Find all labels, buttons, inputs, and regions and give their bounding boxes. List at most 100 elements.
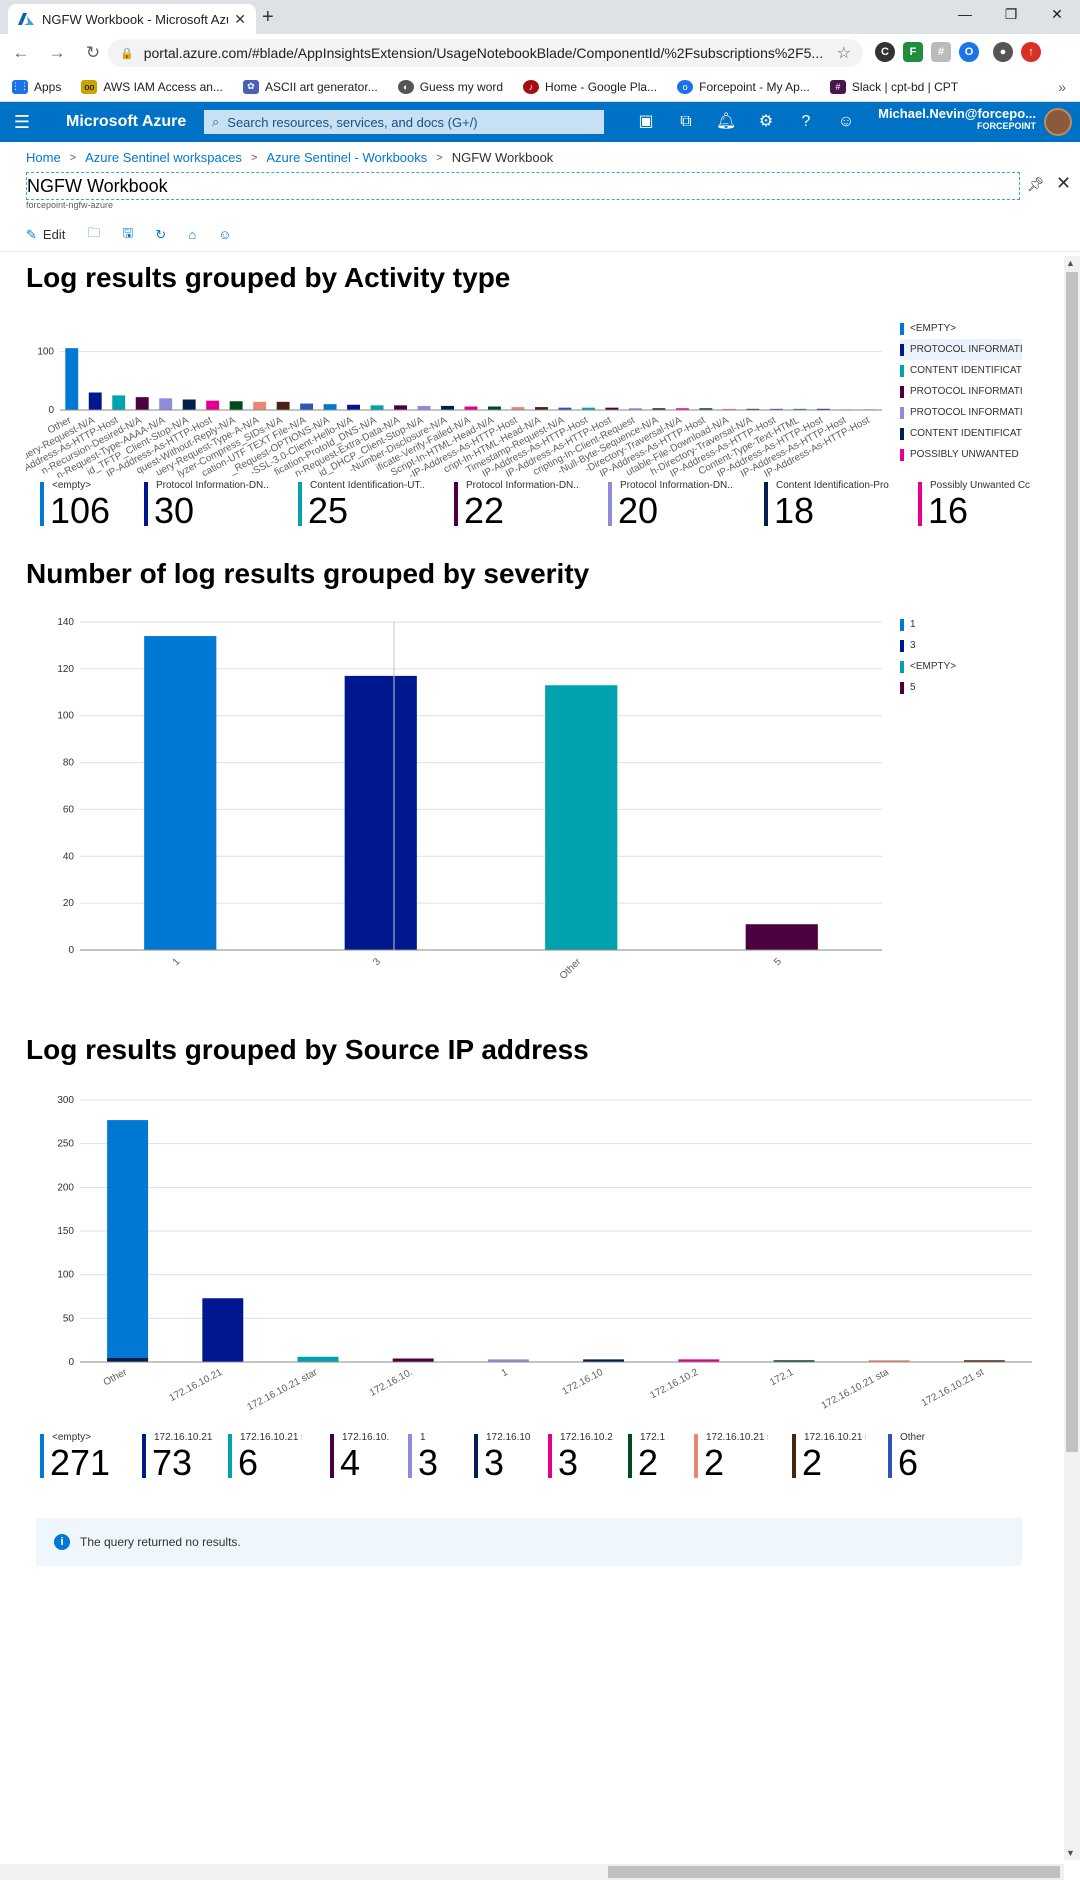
chart-bar[interactable] [370, 405, 384, 410]
scroll-down-arrow-icon[interactable]: ▼ [1066, 1848, 1075, 1858]
chart-bar[interactable] [746, 408, 760, 410]
chart-bar[interactable] [135, 397, 149, 410]
chart-bar[interactable] [65, 348, 79, 410]
extension-puzzle-icon[interactable]: # [931, 42, 951, 62]
chart-bar[interactable] [793, 408, 807, 410]
forward-icon[interactable]: → [48, 43, 66, 62]
stat-tile[interactable]: 172.16.10.2 3 [548, 1432, 624, 1488]
chart-bar[interactable] [963, 1360, 1005, 1362]
legend-item[interactable]: <EMPTY> [900, 656, 1022, 677]
extension-sheet-icon[interactable]: F [903, 42, 923, 62]
legend-item[interactable]: POSSIBLY UNWANTED ... [900, 444, 1022, 465]
chart-bar[interactable] [182, 399, 196, 411]
bookmark-apps[interactable]: ⋮⋮ Apps [11, 79, 62, 94]
chart-bar[interactable] [206, 400, 220, 410]
chart-bar[interactable] [276, 401, 290, 410]
chart-bar[interactable] [441, 405, 454, 410]
stat-tile[interactable]: Content Identification-Pro... 18 [764, 480, 892, 536]
chart-bar[interactable] [144, 636, 217, 950]
directory-filter-icon[interactable]: ⧉ [680, 113, 692, 130]
hamburger-menu-icon[interactable]: ☰ [13, 111, 31, 132]
chart-bar[interactable] [394, 405, 408, 410]
notifications-bell-icon[interactable]: 🔔︎ [715, 113, 737, 130]
chart-bar[interactable] [300, 403, 314, 410]
legend-item[interactable]: PROTOCOL INFORMATI... [900, 402, 1022, 423]
breadcrumb-home[interactable]: Home [26, 150, 61, 165]
chart-bar[interactable] [678, 1359, 720, 1362]
chart-bar[interactable] [112, 395, 126, 410]
bookmark-forcepoint[interactable]: o Forcepoint - My Ap... [677, 79, 810, 94]
legend-item[interactable]: 3 [900, 635, 1022, 656]
stat-tile[interactable]: 172.1 2 [628, 1432, 704, 1488]
chart-bar[interactable] [722, 408, 736, 410]
chart-bar[interactable] [534, 407, 548, 410]
chart-bar-segment[interactable] [107, 1358, 149, 1362]
chart-bar[interactable] [323, 404, 337, 410]
chart-bar[interactable] [745, 924, 818, 950]
tab-close-icon[interactable]: ✕ [234, 10, 246, 27]
chart-bar[interactable] [488, 406, 501, 411]
bookmark-ascii-art[interactable]: ✿ ASCII art generator... [242, 79, 378, 94]
help-icon[interactable]: ? [801, 113, 811, 130]
global-search-input[interactable]: ⌕ Search resources, services, and docs (… [204, 110, 604, 134]
breadcrumb-sentinel-workspaces[interactable]: Azure Sentinel workspaces [85, 150, 242, 165]
stat-tile[interactable]: 172.16.10.21 st2 [792, 1432, 868, 1488]
feedback-icon[interactable]: ☺ [218, 227, 232, 242]
legend-item[interactable]: 5 [900, 677, 1022, 698]
edit-button[interactable]: ✎ Edit [26, 227, 65, 243]
stat-tile[interactable]: 172.16.10.21 star6 [228, 1432, 304, 1488]
stat-tile[interactable]: 172.16.10.21 73 [142, 1432, 218, 1488]
stat-tile[interactable]: Protocol Information-DN... 30 [144, 480, 272, 536]
chart-bar[interactable] [229, 401, 243, 410]
chart-bar[interactable] [202, 1298, 244, 1362]
chart-bar[interactable] [699, 408, 713, 410]
stat-tile[interactable]: 172.16.10.21 sta2 [694, 1432, 770, 1488]
chart-bar[interactable] [487, 1359, 529, 1362]
chart-bar[interactable] [581, 407, 595, 410]
chart-bar[interactable] [464, 406, 478, 411]
vertical-scroll-thumb[interactable] [1066, 272, 1078, 1452]
stat-tile[interactable]: Possibly Unwanted Cc 16 [918, 480, 1046, 536]
chart-bar[interactable] [868, 1360, 910, 1362]
bookmark-slack[interactable]: # Slack | cpt-bd | CPT [829, 79, 958, 94]
chart-bar[interactable] [511, 407, 525, 410]
legend-item[interactable]: CONTENT IDENTIFICATI... [900, 360, 1022, 381]
chart-bar[interactable] [773, 1360, 815, 1362]
reload-icon[interactable]: ↻ [85, 43, 101, 62]
stat-tile[interactable]: <empty> 106 [40, 480, 168, 536]
update-icon[interactable]: ↑ [1021, 42, 1041, 62]
stat-tile[interactable]: Protocol Information-DN... 22 [454, 480, 582, 536]
window-close-icon[interactable]: ✕ [1051, 6, 1063, 22]
legend-item[interactable]: 1 [900, 614, 1022, 635]
restore-icon[interactable]: ❐ [1004, 6, 1018, 22]
stat-tile[interactable]: 172.16.10. 4 [330, 1432, 406, 1488]
chart-bar[interactable] [253, 401, 267, 410]
chart-bar[interactable] [88, 392, 102, 411]
profile-icon[interactable]: ● [993, 42, 1013, 62]
breadcrumb-sentinel-workbooks[interactable]: Azure Sentinel - Workbooks [266, 150, 428, 165]
chart-bar[interactable] [545, 685, 618, 950]
chart-bar[interactable] [344, 675, 417, 950]
chart-bar[interactable] [417, 405, 431, 410]
stat-tile[interactable]: <empty> 271 [40, 1432, 116, 1488]
pin-icon[interactable]: 📌︎ [1027, 176, 1045, 192]
chart-bar[interactable] [628, 408, 642, 410]
legend-item[interactable]: CONTENT IDENTIFICATI... [900, 423, 1022, 444]
bookmark-star-icon[interactable]: ☆ [836, 45, 851, 62]
chart-bar[interactable] [675, 408, 689, 410]
settings-gear-icon[interactable]: ⚙ [758, 113, 774, 130]
feedback-smiley-icon[interactable]: ☺ [837, 113, 855, 130]
stat-tile[interactable]: Protocol Information-DN... 20 [608, 480, 736, 536]
chart-bar[interactable] [583, 1359, 625, 1362]
close-blade-icon[interactable]: ✕ [1056, 173, 1072, 193]
extension-circle-icon[interactable]: O [959, 42, 979, 62]
cloud-shell-icon[interactable]: ▣ [638, 113, 654, 130]
stat-tile[interactable]: Content Identification-UT... 25 [298, 480, 426, 536]
scroll-up-arrow-icon[interactable]: ▲ [1066, 258, 1075, 268]
legend-item[interactable]: PROTOCOL INFORMATI... [900, 381, 1022, 402]
chart-bar[interactable] [159, 398, 173, 410]
extension-c-icon[interactable]: C [875, 42, 895, 62]
bookmark-aws-iam[interactable]: oo AWS IAM Access an... [81, 79, 223, 94]
account-menu[interactable]: Michael.Nevin@forcepo... FORCEPOINT [878, 106, 1036, 131]
